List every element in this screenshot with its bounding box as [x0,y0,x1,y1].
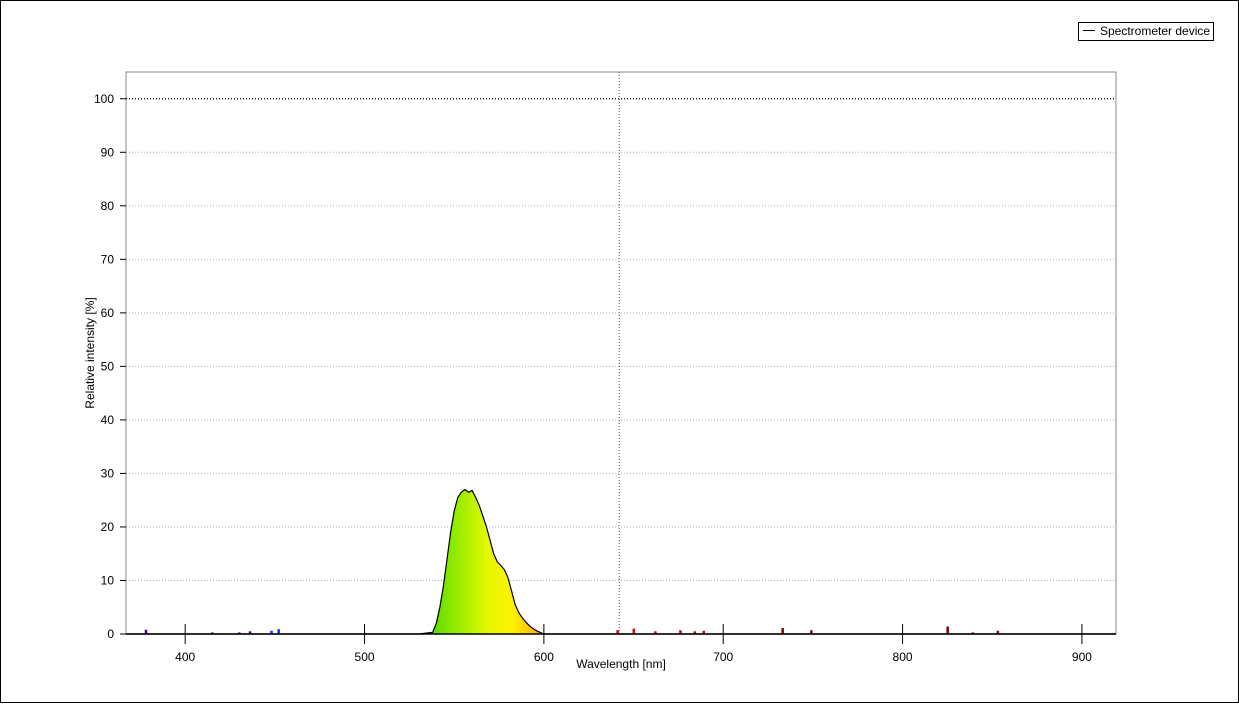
y-tick-label-100: 100 [94,92,114,106]
legend: Spectrometer device [1078,22,1215,41]
noise-spike [702,630,705,634]
plot-area [125,71,1117,635]
y-tick-label-70: 70 [101,252,115,266]
noise-spike [781,628,784,634]
x-tick-label-800: 800 [893,650,913,664]
noise-spike [971,632,975,634]
reference-lines [126,72,1116,634]
noise-spike [144,629,148,634]
noise-spike [277,629,280,634]
y-tick-label-90: 90 [101,145,115,159]
x-tick-label-400: 400 [175,650,195,664]
noise-spike [616,630,619,634]
y-axis-label: Relative intensity [%] [83,297,97,408]
y-tick-label-80: 80 [101,199,115,213]
y-tick-label-0: 0 [107,627,114,641]
noise-spike [996,630,1000,634]
noise-spike [654,631,657,634]
noise-spike [211,632,214,634]
legend-line-swatch [1083,30,1095,32]
x-tick-label-500: 500 [355,650,375,664]
noise-spike [946,626,949,634]
noise-spike [248,631,252,634]
noise-spike [679,630,682,634]
axes: 0 10 20 30 40 50 60 70 80 90 100 400 500 600 700 800 900 [94,92,1116,664]
x-tick-label-700: 700 [713,650,733,664]
noise-spike [632,628,636,634]
x-tick-label-600: 600 [534,650,554,664]
noise-spike [810,630,813,634]
y-tick-label-40: 40 [101,413,115,427]
y-tick-label-20: 20 [101,520,115,534]
data-layer [126,488,1116,635]
y-tick-label-50: 50 [101,359,115,373]
grid-lines [126,151,1116,581]
spectrum-line [126,488,1116,635]
noise-spike [270,630,273,634]
noise-spike [693,631,697,634]
legend-entry: Spectrometer device [1100,24,1211,38]
noise-spike [237,632,241,634]
y-tick-label-30: 30 [101,466,115,480]
x-axis-label: Wavelength [nm] [576,657,666,671]
x-tick-label-900: 900 [1072,650,1092,664]
y-tick-label-60: 60 [101,306,115,320]
y-tick-label-10: 10 [101,573,115,587]
